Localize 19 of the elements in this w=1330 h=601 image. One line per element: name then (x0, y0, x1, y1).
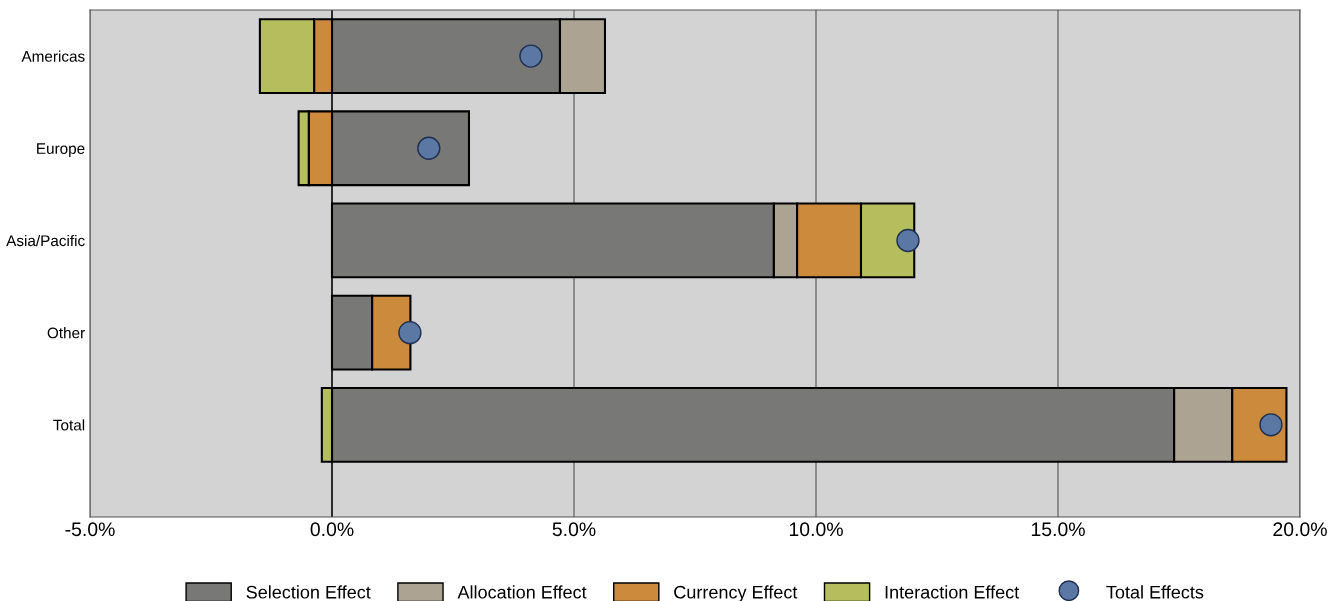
point (398, 320, 422, 345)
point (896, 228, 920, 253)
point (519, 44, 543, 68)
legend-label: Selection Effect (246, 585, 371, 599)
legend-label: Interaction Effect (885, 585, 1020, 599)
x-tick-label: 0.0% (310, 522, 354, 537)
legend-label: Allocation Effect (457, 585, 587, 599)
point (417, 136, 441, 160)
x-tick-label: 10.0% (789, 522, 843, 537)
y-tick-label: Asia/Pacific (6, 234, 85, 247)
y-tick-label: Other (47, 327, 85, 339)
x-tick-label: 15.0% (1031, 522, 1085, 537)
y-tick-label: Americas (21, 50, 85, 62)
x-tick-label: 5.0% (552, 522, 596, 537)
legend-label: Total Effects (1106, 585, 1204, 599)
x-tick-label: 20.0% (1273, 522, 1327, 537)
x-tick-label: -5.0% (65, 522, 115, 537)
y-tick-label: Europe (37, 143, 85, 157)
y-tick-label: Total (53, 419, 85, 431)
